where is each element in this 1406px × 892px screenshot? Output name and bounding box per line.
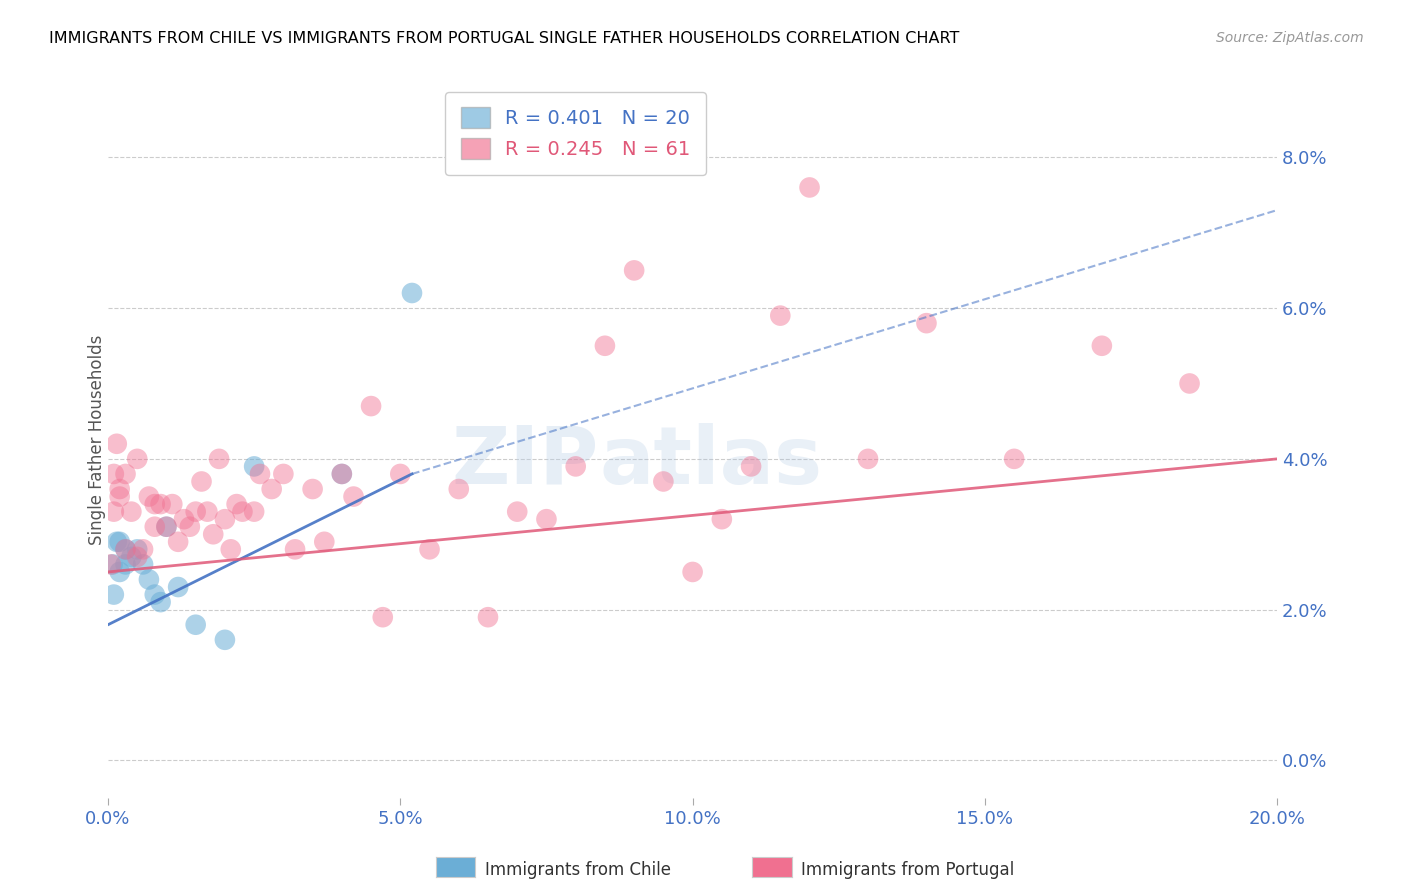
Point [243, 459, 266, 474]
Point [132, 542, 155, 557]
Point [100, 558, 122, 572]
Point [284, 542, 307, 557]
Point [389, 467, 412, 481]
Point [149, 497, 172, 511]
Point [108, 490, 131, 504]
Point [225, 497, 247, 511]
Point [260, 482, 283, 496]
Point [127, 451, 149, 466]
Point [360, 399, 382, 413]
Point [195, 505, 218, 519]
Point [214, 632, 236, 647]
Point [330, 467, 353, 481]
Point [1178, 376, 1201, 391]
Point [101, 558, 124, 572]
Point [506, 505, 529, 519]
Point [249, 467, 271, 481]
Point [447, 482, 470, 496]
Point [301, 482, 323, 496]
Point [103, 588, 125, 602]
Legend: R = 0.401   N = 20, R = 0.245   N = 61: R = 0.401 N = 20, R = 0.245 N = 61 [446, 92, 706, 175]
Point [652, 475, 675, 489]
Point [114, 467, 136, 481]
Point [184, 617, 207, 632]
Point [273, 467, 295, 481]
Point [740, 459, 762, 474]
Point [105, 534, 128, 549]
Point [120, 505, 142, 519]
Point [127, 549, 149, 564]
Point [401, 285, 423, 300]
Point [593, 339, 616, 353]
Point [1091, 339, 1114, 353]
Point [710, 512, 733, 526]
Point [167, 534, 190, 549]
Point [915, 316, 938, 330]
Point [127, 542, 149, 557]
Point [138, 573, 160, 587]
Point [314, 534, 336, 549]
Point [856, 451, 879, 466]
Point [143, 519, 166, 533]
Point [103, 505, 125, 519]
Point [184, 505, 207, 519]
Point [162, 497, 184, 511]
Point [1002, 451, 1025, 466]
Point [155, 519, 177, 533]
Point [149, 595, 172, 609]
Point [138, 490, 160, 504]
Point [114, 542, 136, 557]
Point [477, 610, 499, 624]
Point [208, 451, 231, 466]
Point [143, 588, 166, 602]
Point [214, 512, 236, 526]
Point [371, 610, 394, 624]
Point [120, 549, 142, 564]
Point [769, 309, 792, 323]
Point [108, 565, 131, 579]
Point [202, 527, 225, 541]
Point [114, 542, 136, 557]
Point [623, 263, 645, 277]
Text: Immigrants from Chile: Immigrants from Chile [485, 861, 671, 879]
Point [564, 459, 586, 474]
Point [330, 467, 353, 481]
Point [342, 490, 364, 504]
Text: ZIP: ZIP [451, 423, 599, 500]
Point [132, 558, 155, 572]
Point [155, 519, 177, 533]
Point [173, 512, 195, 526]
Point [143, 497, 166, 511]
Point [179, 519, 201, 533]
Point [105, 437, 128, 451]
Point [536, 512, 558, 526]
Point [243, 505, 266, 519]
Point [167, 580, 190, 594]
Text: atlas: atlas [599, 423, 823, 500]
Text: Immigrants from Portugal: Immigrants from Portugal [801, 861, 1015, 879]
Point [103, 467, 125, 481]
Text: Source: ZipAtlas.com: Source: ZipAtlas.com [1216, 31, 1364, 45]
Point [682, 565, 704, 579]
Text: IMMIGRANTS FROM CHILE VS IMMIGRANTS FROM PORTUGAL SINGLE FATHER HOUSEHOLDS CORRE: IMMIGRANTS FROM CHILE VS IMMIGRANTS FROM… [49, 31, 959, 46]
Point [799, 180, 821, 194]
Point [108, 482, 131, 496]
Point [114, 558, 136, 572]
Y-axis label: Single Father Households: Single Father Households [89, 334, 105, 545]
Point [219, 542, 242, 557]
Point [231, 505, 253, 519]
Point [419, 542, 441, 557]
Point [190, 475, 212, 489]
Point [108, 534, 131, 549]
